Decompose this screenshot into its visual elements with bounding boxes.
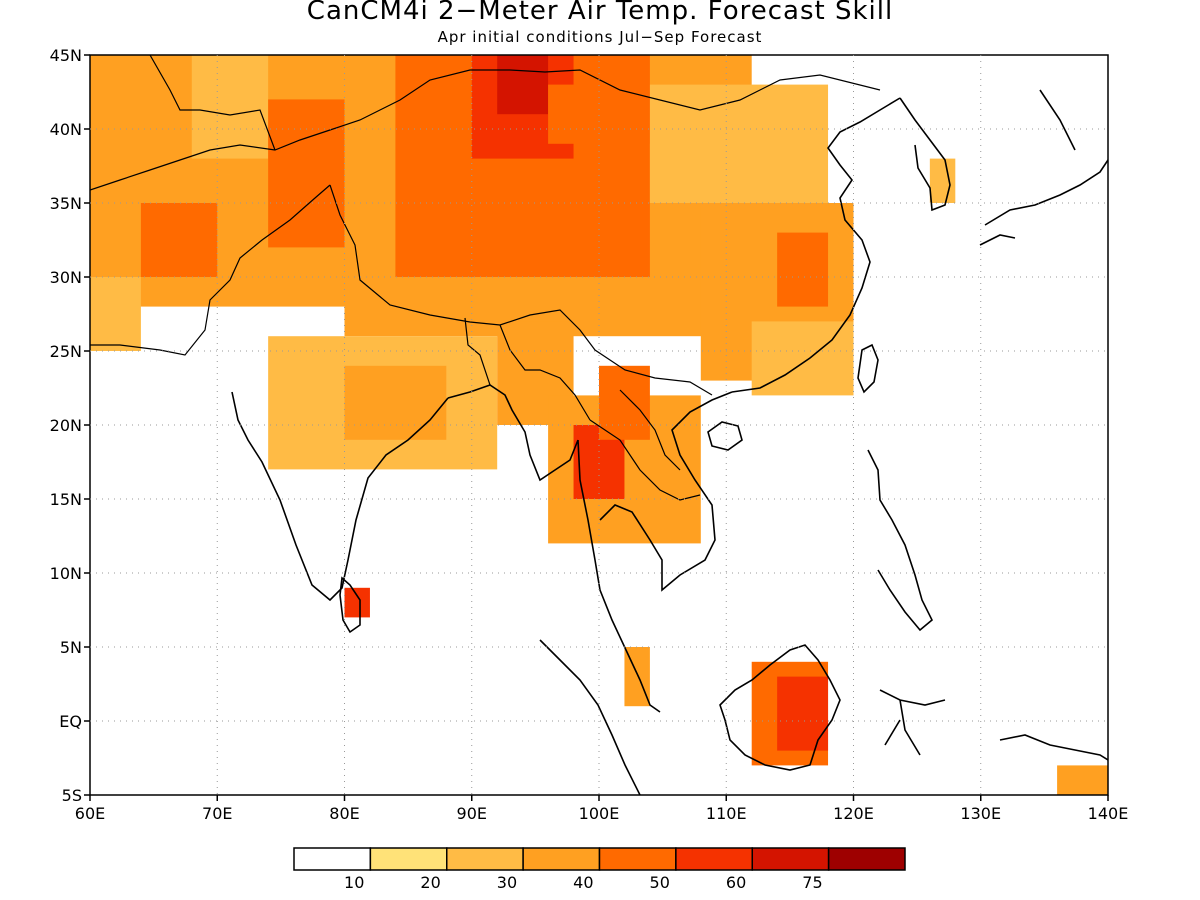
skill-cell-17 [599,365,650,440]
x-tick-label: 110E [706,804,747,823]
colorbar-swatch [293,847,372,871]
colorbar-swatch [751,847,830,871]
x-tick-label: 90E [457,804,487,823]
y-tick-label: 10N [50,564,82,583]
colorbar-label: 75 [802,873,822,892]
x-tick-label: 130E [960,804,1001,823]
latitude-axis: 5S EQ 5N 10N 15N 20N 25N 30N 35N 40N 45N [50,46,90,805]
y-tick-label: 35N [50,194,82,213]
skill-cell-1 [140,203,218,277]
x-tick-label: 100E [579,804,620,823]
sumatra-coastline [539,639,641,795]
y-tick-label: 15N [50,490,82,509]
colorbar-label: 20 [420,873,440,892]
new-guinea-coastline [999,734,1108,761]
y-tick-label: 5S [62,786,82,805]
x-tick-label: 60E [75,804,105,823]
x-tick-label: 80E [329,804,359,823]
sulawesi-coastline [879,689,946,756]
skill-cell-22 [90,277,141,351]
x-tick-label: 70E [202,804,232,823]
skill-cell-25 [1057,765,1108,795]
colorbar-swatch [446,847,524,871]
y-tick-label: 45N [50,46,82,65]
colorbar-swatch [827,847,906,871]
colorbar-swatch [522,847,601,871]
colorbar-label: 50 [650,873,670,892]
colorbar-swatch [598,847,677,871]
taiwan-coastline [857,343,879,394]
y-tick-label: EQ [59,712,82,731]
borneo-coastline [719,644,841,771]
skill-cell-23 [777,232,829,307]
y-tick-label: 5N [60,638,82,657]
japan-coastline [979,89,1108,246]
y-tick-label: 20N [50,416,82,435]
skill-cell-13 [344,365,447,440]
skill-cell-7 [497,55,549,115]
india-coastline [231,391,449,602]
x-tick-label: 120E [833,804,874,823]
colorbar: 10 20 30 40 50 60 75 [293,847,906,892]
map-subtitle: Apr initial conditions Jul−Sep Forecast [437,28,763,46]
hainan-coastline [707,421,743,451]
bengal-coastline [447,384,579,482]
y-tick-label: 25N [50,342,82,361]
colorbar-swatch [369,847,448,871]
gulf-thailand-coastline [599,391,733,592]
y-tick-label: 40N [50,120,82,139]
sri-lanka-coastline [339,576,361,634]
y-tick-label: 30N [50,268,82,287]
skill-cell-2 [191,55,269,159]
longitude-axis: 60E 70E 80E 90E 100E 110E 120E 130E 140E [75,795,1129,823]
colorbar-label: 10 [344,873,364,892]
malay-peninsula-coastline [577,439,661,713]
colorbar-label: 30 [497,873,517,892]
skill-cell-9 [649,84,829,203]
map-title: CanCM4i 2−Meter Air Temp. Forecast Skill [306,0,894,26]
skill-cell-20 [777,676,829,751]
skill-cell-18 [344,587,370,618]
colorbar-label: 60 [726,873,746,892]
x-tick-label: 140E [1088,804,1129,823]
skill-cell-24 [929,158,956,203]
philippines-coastline [867,449,933,632]
skill-field [90,55,1108,795]
country-borders [90,55,881,501]
korea-coastline [899,97,951,212]
colorbar-swatch [675,847,753,871]
colorbar-label: 40 [573,873,593,892]
